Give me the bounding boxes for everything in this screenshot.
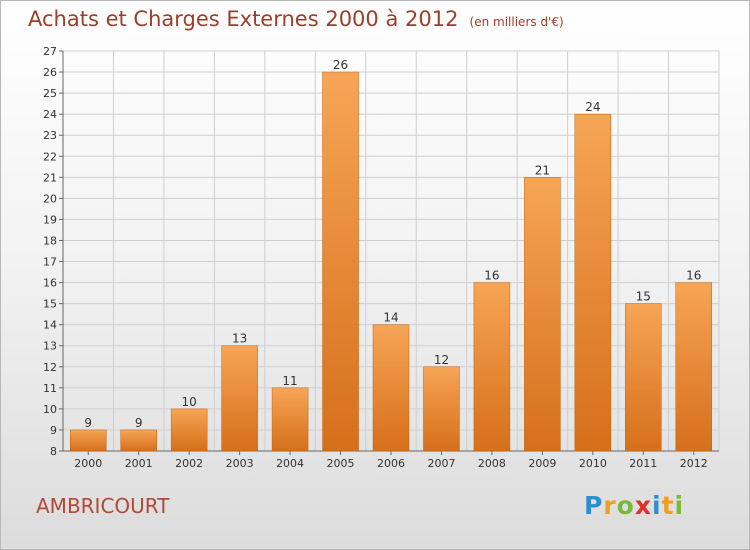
x-tick-label: 2010 [579,457,607,470]
y-tick-label: 24 [43,108,57,121]
proxiti-logo: Proxiti [584,491,684,520]
bar-value-label: 15 [636,290,651,304]
x-tick-label: 2003 [226,457,254,470]
x-tick-label: 2009 [528,457,556,470]
bar-value-label: 11 [282,374,297,388]
logo-letter: i [674,491,685,520]
x-tick-label: 2001 [125,457,153,470]
bar-value-label: 13 [232,332,247,346]
bar-value-label: 24 [585,100,600,114]
bar-value-label: 10 [182,395,197,409]
x-tick-label: 2012 [680,457,708,470]
bar [473,282,511,452]
y-tick-label: 21 [43,171,57,184]
bar [423,366,460,452]
chart-title: Achats et Charges Externes 2000 à 2012 [28,7,459,31]
bar [271,387,309,452]
bar-value-label: 9 [84,416,92,430]
logo-letter: i [652,491,662,520]
bar-value-label: 9 [135,416,143,430]
y-tick-label: 19 [43,213,57,226]
bar-value-label: 12 [434,353,449,367]
y-tick-label: 23 [43,129,57,142]
y-tick-label: 15 [43,298,57,311]
y-tick-label: 12 [43,361,57,374]
bar [69,429,107,452]
bar [675,282,713,452]
y-tick-label: 17 [43,256,57,269]
x-tick-label: 2000 [74,457,102,470]
x-tick-label: 2011 [629,457,657,470]
y-tick-label: 13 [43,340,57,353]
y-tick-label: 16 [43,277,57,290]
bar-value-label: 14 [383,311,398,325]
label-layer: 9 9 10 13 11 26 14 12 16 21 24 15 16 [84,58,701,430]
axis-layer: 8 9 10 11 12 13 14 15 16 17 18 19 20 21 22 23 24 25 26 27 20… [43,45,719,470]
bar [322,71,359,452]
bar [221,345,258,452]
bar-value-label: 21 [535,163,550,177]
logo-letter: t [661,491,675,520]
y-tick-label: 14 [43,319,57,332]
chart-title-block: Achats et Charges Externes 2000 à 2012 (… [28,7,564,31]
x-tick-label: 2004 [276,457,304,470]
bar [574,113,612,452]
y-tick-label: 27 [43,45,57,58]
bar-value-label: 16 [484,269,499,283]
y-tick-label: 20 [43,192,57,205]
y-tick-label: 10 [43,403,57,416]
y-tick-label: 26 [43,66,57,79]
bar [372,324,410,452]
chart-unit-label: (en milliers d'€) [469,15,564,29]
x-tick-label: 2005 [327,457,355,470]
y-tick-label: 11 [43,382,57,395]
x-tick-label: 2007 [427,457,455,470]
bar [120,429,157,452]
logo-letter: P [584,491,604,520]
x-tick-label: 2006 [377,457,405,470]
bar-value-label: 16 [686,269,701,283]
y-tick-label: 25 [43,87,57,100]
bar [625,303,662,452]
bar-value-label: 26 [333,58,348,72]
logo-letter: x [634,491,652,520]
commune-name: AMBRICOURT [36,494,170,518]
logo-letter: r [603,491,617,520]
bar [524,177,561,452]
y-tick-label: 18 [43,234,57,247]
x-tick-label: 2002 [175,457,203,470]
y-tick-label: 8 [50,445,57,458]
y-tick-label: 9 [50,424,57,437]
y-tick-label: 22 [43,150,57,163]
bar-layer [69,71,713,452]
x-tick-label: 2008 [478,457,506,470]
bar [170,408,208,452]
logo-letter: o [616,491,635,520]
